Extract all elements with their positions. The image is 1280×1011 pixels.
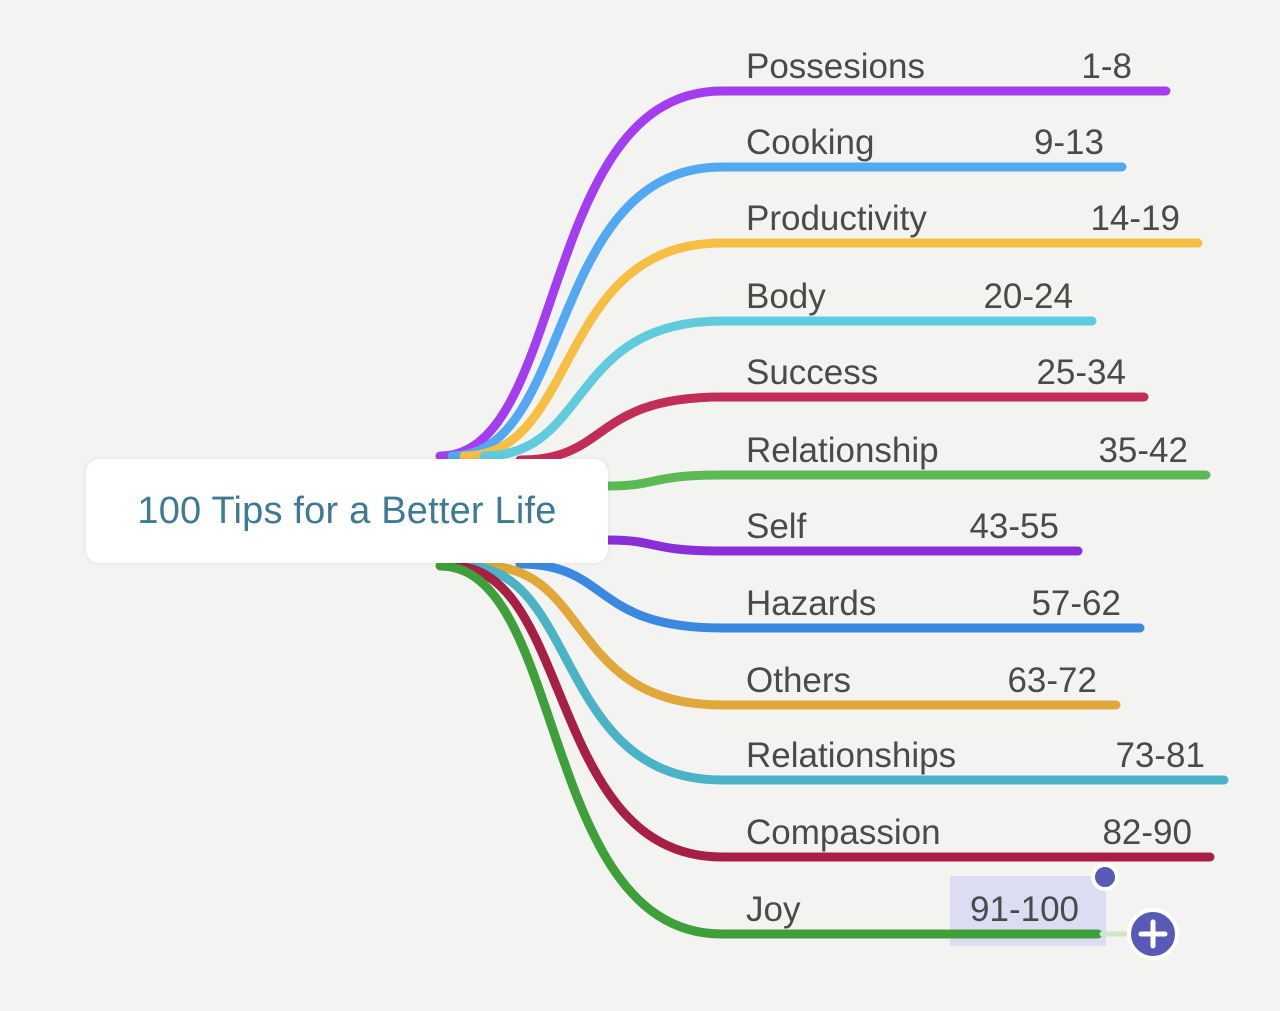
branch-line-productivity[interactable] — [459, 238, 1203, 461]
branch-topic-label[interactable]: Possesions — [746, 47, 925, 86]
plus-circle-icon[interactable] — [1127, 908, 1179, 960]
branch-topic-label[interactable]: Joy — [746, 890, 801, 929]
branch-range-label[interactable]: 73-81 — [1115, 736, 1205, 775]
branch-line-others[interactable] — [479, 561, 1121, 710]
branch-range-label[interactable]: 14-19 — [1090, 199, 1180, 238]
branch-range-label[interactable]: 9-13 — [1034, 123, 1104, 162]
branch-range-label[interactable]: 25-34 — [1036, 353, 1126, 392]
branch-range-label[interactable]: 57-62 — [1031, 584, 1121, 623]
branch-topic-label[interactable]: Hazards — [746, 584, 876, 623]
branch-line-success[interactable] — [515, 392, 1149, 465]
branch-range-label[interactable]: 63-72 — [1007, 661, 1097, 700]
branch-range-label[interactable]: 20-24 — [983, 277, 1073, 316]
branch-range-label[interactable]: 82-90 — [1102, 813, 1192, 852]
branch-range-label[interactable]: 35-42 — [1098, 431, 1188, 470]
resize-handle[interactable] — [1091, 863, 1119, 891]
branch-line-joy[interactable] — [435, 561, 1103, 939]
branch-range-label[interactable]: 91-100 — [970, 890, 1079, 929]
branch-range-label[interactable]: 43-55 — [969, 507, 1059, 546]
branch-topic-label[interactable]: Productivity — [746, 199, 927, 238]
branch-line-cooking[interactable] — [447, 162, 1127, 461]
branch-line-relationships[interactable] — [459, 561, 1229, 785]
branch-topic-label[interactable]: Relationships — [746, 736, 956, 775]
central-topic-node[interactable]: 100 Tips for a Better Life — [86, 459, 608, 563]
branch-line-possesions[interactable] — [435, 86, 1171, 461]
branch-topic-label[interactable]: Cooking — [746, 123, 874, 162]
branch-line-hazards[interactable] — [515, 559, 1145, 633]
branch-topic-label[interactable]: Body — [746, 277, 826, 316]
branch-line-body[interactable] — [479, 316, 1097, 461]
branch-line-compassion[interactable] — [447, 561, 1215, 862]
branch-topic-label[interactable]: Self — [746, 507, 807, 546]
branch-topic-label[interactable]: Compassion — [746, 813, 941, 852]
branch-topic-label[interactable]: Relationship — [746, 431, 939, 470]
branch-topic-label[interactable]: Success — [746, 353, 878, 392]
branch-topic-label[interactable]: Others — [746, 661, 851, 700]
branch-line-self[interactable] — [603, 535, 1083, 556]
branch-range-label[interactable]: 1-8 — [1081, 47, 1132, 86]
branch-line-relationship[interactable] — [603, 470, 1211, 491]
central-topic-title: 100 Tips for a Better Life — [137, 489, 557, 532]
